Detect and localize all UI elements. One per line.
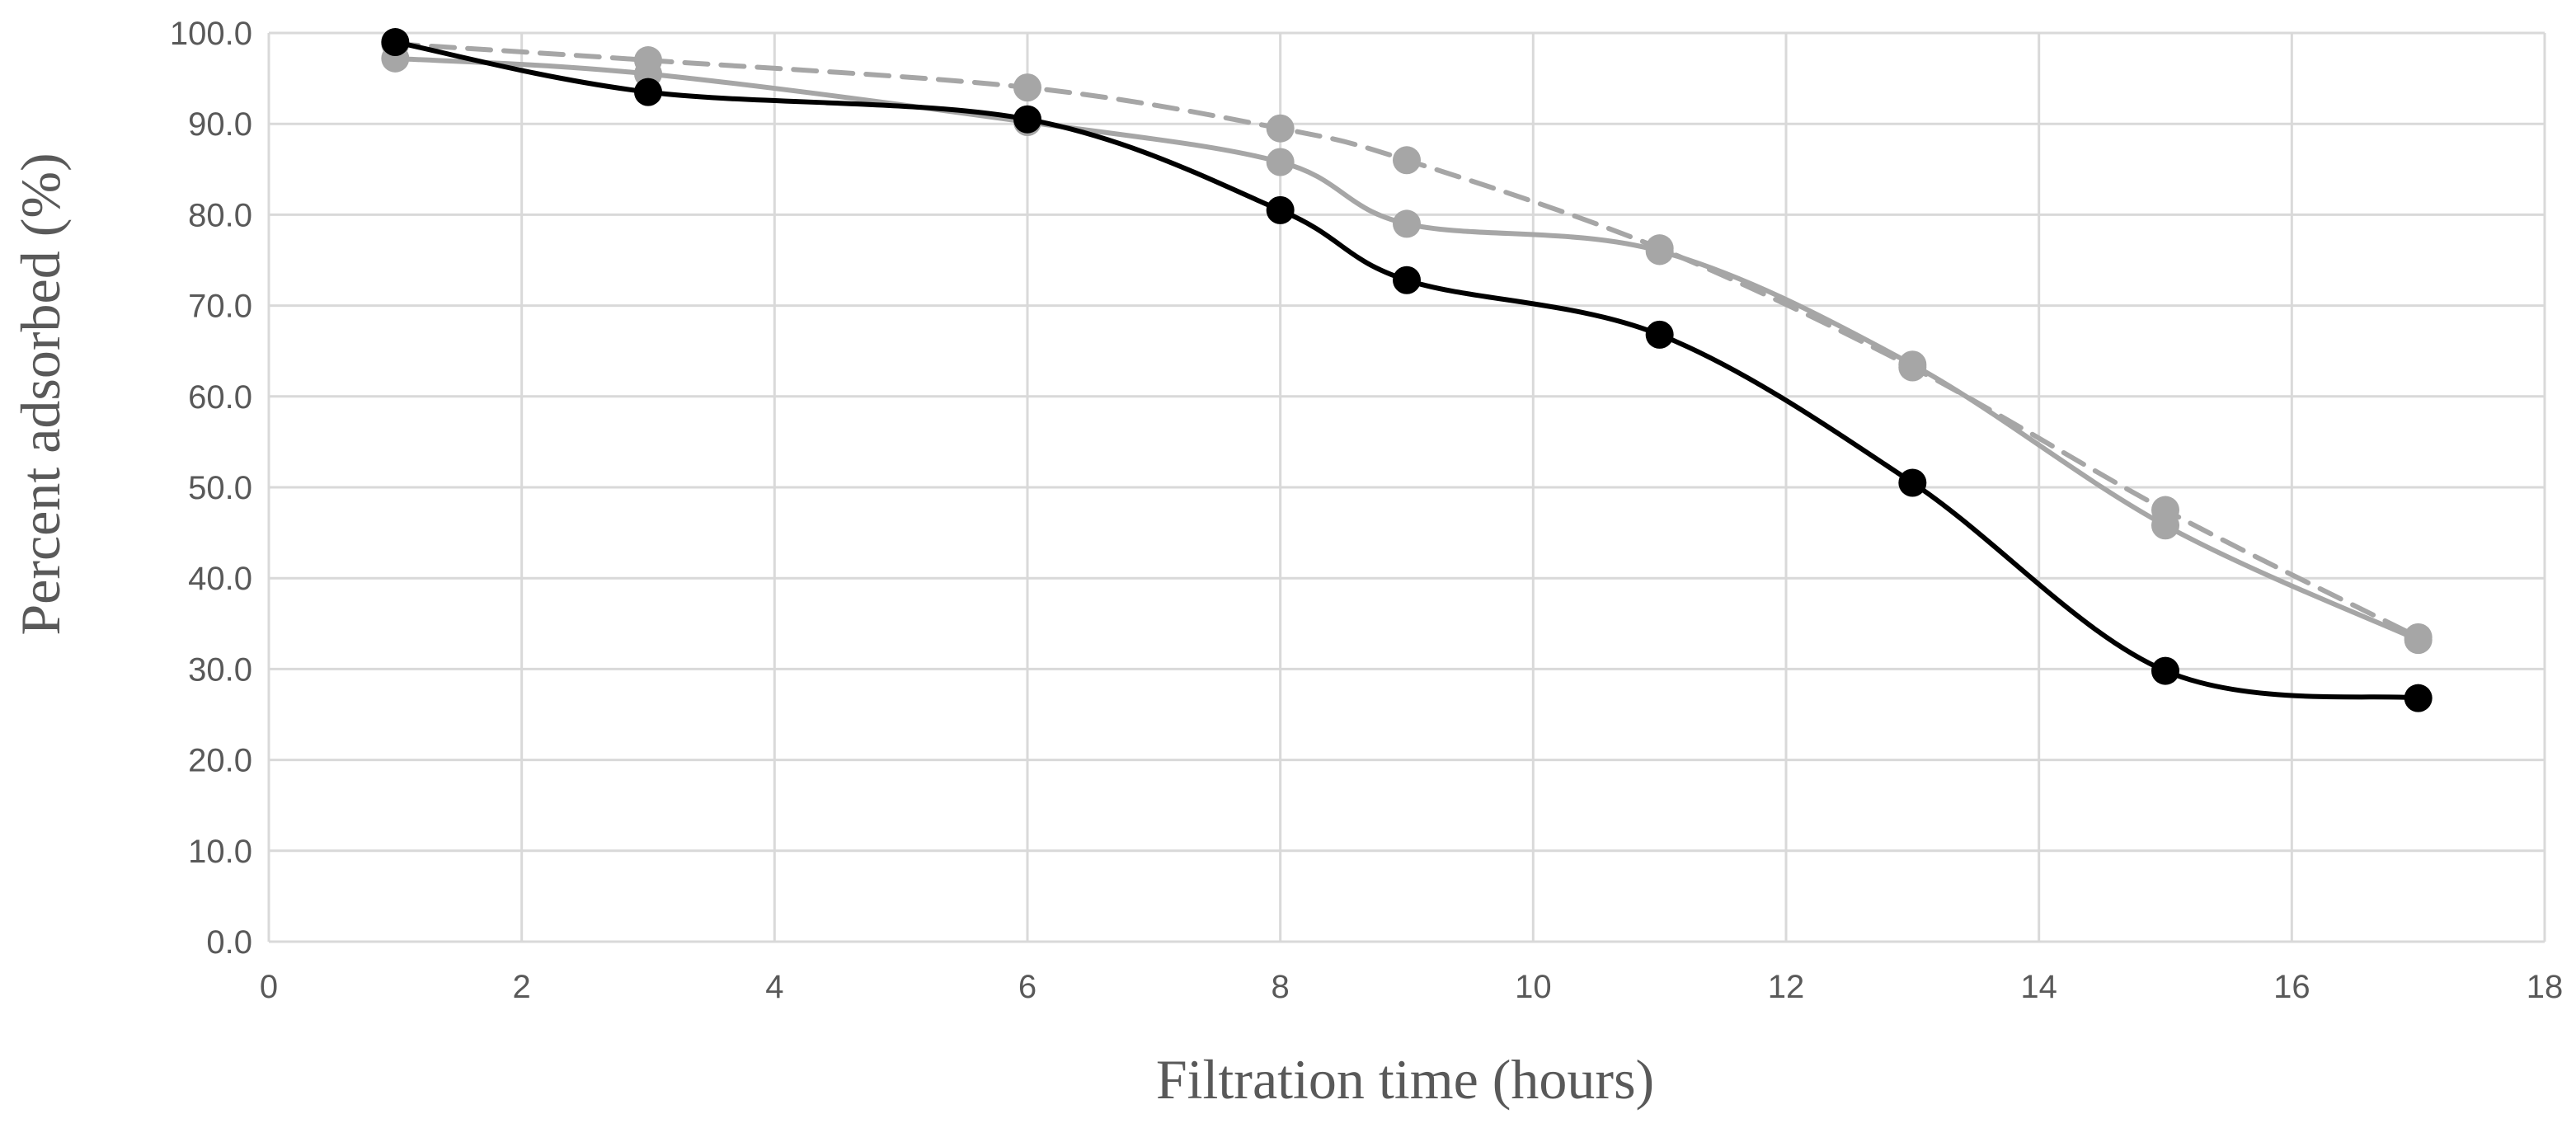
series-1-point [2151,656,2179,685]
tick-labels: 0.0 10.0 20.0 30.0 40.0 50.0 60.0 70.0 80.0 90.0 1… [170,16,2563,1005]
y-tick-label: 0.0 [206,924,252,961]
series-1-point [1266,195,1295,224]
x-tick-label: 12 [1768,969,1805,1005]
series-2-point [1898,350,1927,379]
x-tick-label: 10 [1515,969,1552,1005]
series-layer [381,28,2433,712]
y-tick-label: 50.0 [188,470,252,506]
series-2-point [1393,209,1421,238]
y-tick-label: 40.0 [188,561,252,597]
series-1-line [393,40,2421,701]
series-1 [381,28,2433,712]
y-tick-label: 20.0 [188,743,252,779]
series-3-line [393,41,2421,640]
series-3-point [1266,114,1295,143]
series-2-line [393,55,2421,643]
series-1-point [1013,105,1041,134]
x-tick-label: 4 [765,969,783,1005]
series-2-point [2404,626,2433,655]
y-tick-label: 30.0 [188,651,252,688]
x-tick-label: 18 [2527,969,2564,1005]
y-tick-label: 70.0 [188,289,252,325]
series-2-point [2151,511,2179,540]
y-axis-title: Percent adsorbed (%) [9,153,72,635]
x-tick-label: 2 [513,969,531,1005]
series-3-point [1393,146,1421,175]
series-2-point [1645,237,1674,266]
x-tick-label: 8 [1272,969,1290,1005]
y-tick-label: 90.0 [188,106,252,143]
series-1-point [1645,320,1674,349]
grid [267,31,2546,943]
series-1-point [1393,266,1421,294]
series-2-point [1266,148,1295,176]
y-tick-label: 80.0 [188,197,252,233]
series-3-point [1013,73,1041,102]
y-tick-label: 10.0 [188,834,252,870]
series-1-point [1898,468,1927,497]
x-tick-label: 16 [2273,969,2310,1005]
y-tick-label: 100.0 [170,16,252,52]
series-1-point [634,78,662,106]
x-tick-label: 14 [2020,969,2057,1005]
series-2 [381,44,2433,655]
series-1-point [381,28,410,57]
x-axis-title: Filtration time (hours) [1156,1048,1654,1111]
y-tick-label: 60.0 [188,379,252,416]
x-tick-label: 6 [1018,969,1037,1005]
x-tick-label: 0 [260,969,278,1005]
series-1-point [2404,684,2433,712]
